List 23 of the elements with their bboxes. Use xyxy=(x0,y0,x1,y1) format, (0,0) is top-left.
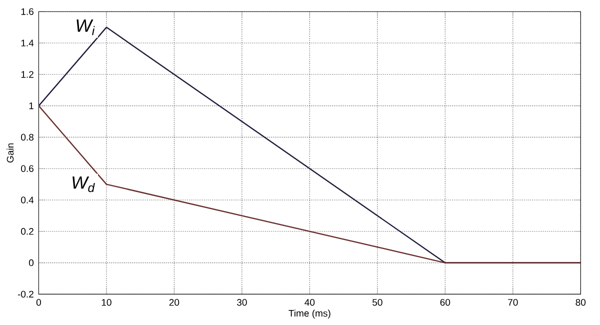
x-axis-title: Time (ms) xyxy=(288,310,330,318)
y-tick-label: 1 xyxy=(29,102,34,109)
y-tick-label: 0.6 xyxy=(21,165,34,172)
y-tick-label: 1.2 xyxy=(21,71,34,78)
series-label: W$_{i}$ xyxy=(76,19,95,35)
x-tick-label: 70 xyxy=(508,298,518,306)
x-tick-label: 40 xyxy=(304,298,315,306)
x-tick-label: 50 xyxy=(372,298,382,306)
y-tick-label: 0.2 xyxy=(21,228,34,235)
y-tick-label: 1.6 xyxy=(21,8,34,15)
x-tick-label: 10 xyxy=(102,298,112,306)
y-tick-label: 0.4 xyxy=(21,196,34,204)
x-tick-label: 0 xyxy=(36,298,41,306)
y-axis-title: Gain xyxy=(6,143,14,162)
x-tick-label: 20 xyxy=(169,298,180,306)
y-tick-label: 0 xyxy=(28,259,34,266)
series-label: W$_{d}$ xyxy=(72,176,95,192)
y-tick-label: -0.2 xyxy=(18,290,34,298)
y-tick-label: 0.8 xyxy=(21,134,34,140)
x-tick-label: 30 xyxy=(237,298,247,306)
y-tick-label: 1.4 xyxy=(21,40,34,46)
x-tick-label: 80 xyxy=(576,298,586,306)
x-tick-label: 60 xyxy=(440,298,450,306)
